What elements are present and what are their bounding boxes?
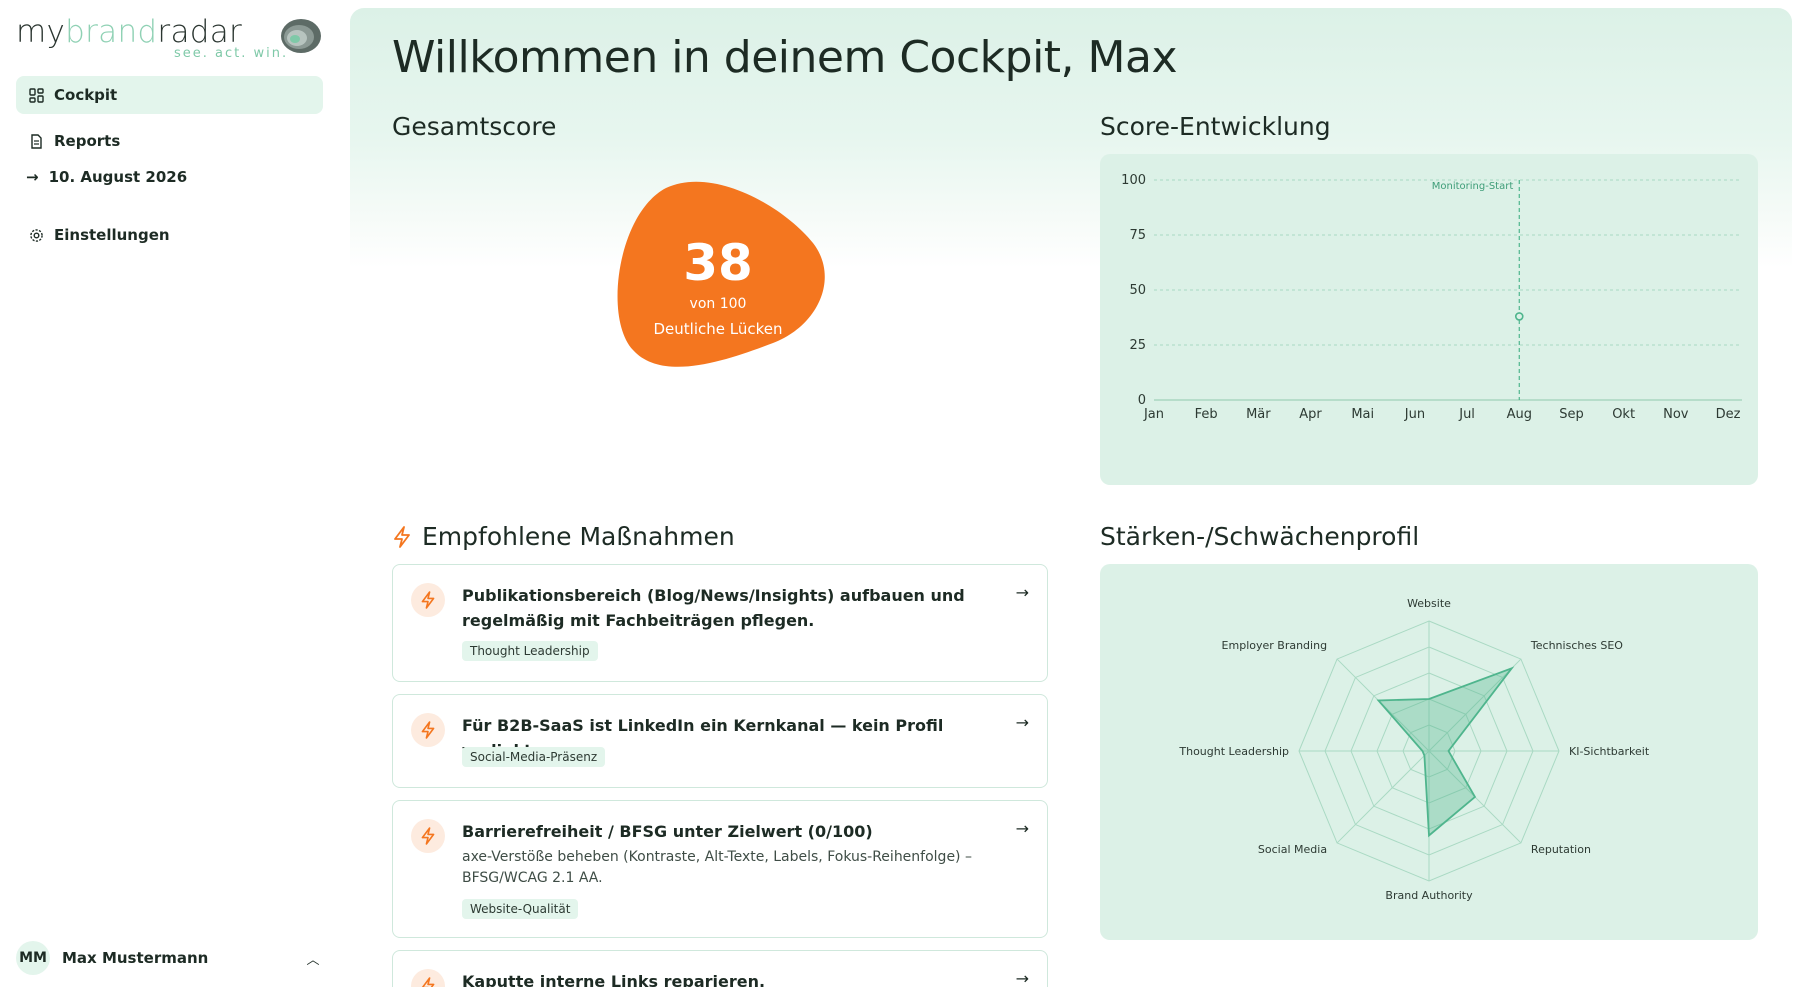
x-tick-label: Jan bbox=[1143, 407, 1164, 422]
x-tick-label: Feb bbox=[1195, 407, 1218, 422]
radar-axis-label: Thought Leadership bbox=[1178, 745, 1289, 758]
page-title: Willkommen in deinem Cockpit, Max bbox=[392, 32, 1178, 83]
radar-value-area bbox=[1376, 666, 1515, 838]
chevron-up-icon[interactable]: ︿ bbox=[306, 952, 320, 968]
score-blob: 38 von 100 Deutliche Lücken bbox=[608, 178, 828, 378]
recommendation-title: Barrierefreiheit / BFSG unter Zielwert (… bbox=[462, 822, 873, 841]
recommendation-tag: Social-Media-Präsenz bbox=[462, 747, 606, 767]
arrow-right-icon: → bbox=[26, 168, 39, 186]
x-tick-label: Dez bbox=[1716, 407, 1741, 422]
document-icon bbox=[28, 133, 44, 149]
radar-axis-label: Technisches SEO bbox=[1530, 639, 1623, 652]
main-content: Willkommen in deinem Cockpit, Max Gesamt… bbox=[350, 8, 1792, 987]
logo-part-brand: brand bbox=[65, 14, 158, 50]
arrow-right-icon[interactable]: → bbox=[1015, 713, 1029, 732]
radar-chart-svg: Website Technisches SEO KI-Sichtbarkeit Rep… bbox=[1178, 597, 1650, 902]
logo-tagline: see. act. win. bbox=[174, 46, 289, 61]
profile-section-title: Stärken-/Schwächenprofil bbox=[1100, 522, 1420, 551]
y-tick-label: 100 bbox=[1121, 173, 1146, 188]
recommendations-section-title: Empfohlene Maßnahmen bbox=[392, 522, 735, 551]
y-tick-label: 25 bbox=[1129, 338, 1146, 353]
radar-axis-label: Reputation bbox=[1531, 843, 1591, 856]
radar-spoke bbox=[1336, 750, 1430, 844]
x-tick-label: Apr bbox=[1299, 407, 1322, 422]
gear-icon bbox=[28, 227, 44, 243]
radar-spoke bbox=[1428, 658, 1522, 752]
lightning-icon bbox=[411, 969, 445, 987]
radar-axis-label: Brand Authority bbox=[1385, 889, 1473, 902]
sidebar-item-einstellungen[interactable]: Einstellungen bbox=[16, 216, 323, 254]
score-chart-title: Score-Entwicklung bbox=[1100, 112, 1331, 141]
x-tick-label: Nov bbox=[1663, 407, 1689, 422]
lightning-icon bbox=[411, 819, 445, 853]
recommendation-tag: Website-Qualität bbox=[462, 899, 579, 919]
radar-axis-label: Employer Branding bbox=[1222, 639, 1328, 652]
logo-part-radar: radar bbox=[157, 14, 243, 50]
radar-axis-label: Website bbox=[1407, 597, 1451, 610]
radar-logo-icon bbox=[281, 19, 321, 53]
profile-radar-chart: Website Technisches SEO KI-Sichtbarkeit Rep… bbox=[1100, 564, 1758, 940]
y-tick-label: 0 bbox=[1138, 393, 1146, 408]
radar-axis-label: Social Media bbox=[1258, 843, 1327, 856]
score-data-point[interactable] bbox=[1514, 312, 1524, 321]
y-tick-label: 75 bbox=[1129, 228, 1146, 243]
score-blob-shape bbox=[617, 181, 825, 367]
sidebar-item-label: Cockpit bbox=[54, 86, 118, 104]
score-section-title: Gesamtscore bbox=[392, 112, 557, 141]
logo[interactable]: mybrandradar see. act. win. bbox=[16, 14, 326, 64]
sidebar-item-label: Reports bbox=[54, 132, 121, 150]
x-tick-label: Jul bbox=[1458, 407, 1475, 422]
arrow-right-icon[interactable]: → bbox=[1015, 969, 1029, 987]
monitoring-start-label: Monitoring-Start bbox=[1432, 181, 1514, 192]
user-menu[interactable]: MM Max Mustermann ︿ bbox=[16, 938, 323, 978]
score-chart: 100 75 50 25 0 Jan Feb Mär Apr Mai Jun Jul Aug Sep Okt… bbox=[1100, 154, 1758, 485]
recommendations-title-text: Empfohlene Maßnahmen bbox=[422, 522, 735, 551]
x-tick-label: Jun bbox=[1404, 407, 1425, 422]
avatar: MM bbox=[16, 941, 50, 975]
user-name: Max Mustermann bbox=[62, 949, 209, 967]
logo-part-my: my bbox=[16, 14, 66, 50]
recommendation-card[interactable]: Kaputte interne Links reparieren. → bbox=[392, 950, 1048, 987]
sidebar-item-cockpit[interactable]: Cockpit bbox=[16, 76, 323, 114]
sidebar-subitem-label: 10. August 2026 bbox=[48, 168, 188, 186]
y-tick-label: 50 bbox=[1129, 283, 1146, 298]
lightning-icon bbox=[411, 713, 445, 747]
logo-wordmark: mybrandradar bbox=[16, 14, 242, 50]
recommendation-tag: Thought Leadership bbox=[462, 641, 598, 661]
score-value: 38 bbox=[683, 234, 753, 292]
lightning-icon bbox=[411, 583, 445, 617]
recommendation-card[interactable]: Für B2B-SaaS ist LinkedIn ein Kernkanal … bbox=[392, 694, 1048, 788]
x-tick-label: Aug bbox=[1507, 407, 1532, 422]
score-of-label: von 100 bbox=[689, 296, 747, 312]
sidebar: mybrandradar see. act. win. Cockpit Repo… bbox=[0, 0, 346, 987]
recommendation-title: Publikationsbereich (Blog/News/Insights)… bbox=[462, 586, 965, 630]
sidebar-item-reports[interactable]: Reports bbox=[16, 122, 323, 160]
arrow-right-icon[interactable]: → bbox=[1015, 819, 1029, 838]
x-tick-label: Mai bbox=[1351, 407, 1374, 422]
x-tick-label: Sep bbox=[1559, 407, 1584, 422]
recommendation-description: axe-Verstöße beheben (Kontraste, Alt-Tex… bbox=[462, 849, 972, 886]
arrow-right-icon[interactable]: → bbox=[1015, 583, 1029, 602]
dashboard-icon bbox=[28, 87, 44, 103]
sidebar-item-label: Einstellungen bbox=[54, 226, 170, 244]
recommendation-title: Kaputte interne Links reparieren. bbox=[462, 972, 766, 987]
x-tick-label: Mär bbox=[1246, 407, 1271, 422]
radar-axis-label: KI-Sichtbarkeit bbox=[1569, 745, 1650, 758]
sidebar-subitem-report-date[interactable]: → 10. August 2026 bbox=[26, 168, 187, 186]
recommendation-card[interactable]: Barrierefreiheit / BFSG unter Zielwert (… bbox=[392, 800, 1048, 938]
x-tick-label: Okt bbox=[1612, 407, 1635, 422]
lightning-icon bbox=[394, 525, 410, 548]
recommendation-card[interactable]: Publikationsbereich (Blog/News/Insights)… bbox=[392, 564, 1048, 682]
score-status: Deutliche Lücken bbox=[653, 320, 783, 338]
